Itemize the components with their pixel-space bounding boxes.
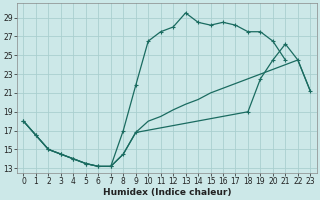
X-axis label: Humidex (Indice chaleur): Humidex (Indice chaleur) (103, 188, 231, 197)
